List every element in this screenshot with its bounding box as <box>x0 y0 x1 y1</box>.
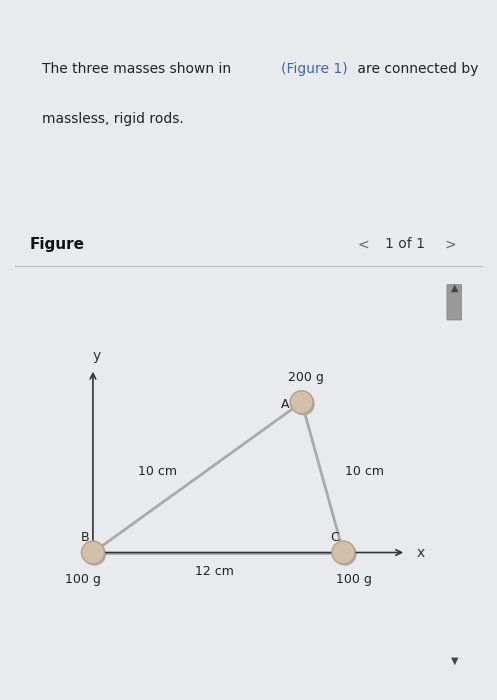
Text: C: C <box>331 531 339 545</box>
Circle shape <box>333 542 356 566</box>
Text: >: > <box>445 237 456 251</box>
Text: (Figure 1): (Figure 1) <box>281 62 347 76</box>
Text: x: x <box>416 545 425 559</box>
Text: 1 of 1: 1 of 1 <box>385 237 425 251</box>
Text: ▲: ▲ <box>450 282 458 293</box>
Text: 100 g: 100 g <box>336 573 372 586</box>
Text: <: < <box>358 237 369 251</box>
Circle shape <box>82 541 104 564</box>
Text: A: A <box>281 398 289 411</box>
Circle shape <box>83 542 106 566</box>
Text: 12 cm: 12 cm <box>194 565 234 578</box>
Text: 10 cm: 10 cm <box>345 465 384 477</box>
Text: y: y <box>93 349 101 363</box>
Text: are connected by: are connected by <box>353 62 479 76</box>
Circle shape <box>290 391 313 414</box>
Text: Figure: Figure <box>30 237 85 252</box>
Text: The three masses shown in: The three masses shown in <box>42 62 235 76</box>
Text: B: B <box>81 531 89 545</box>
Circle shape <box>332 541 355 564</box>
Text: 100 g: 100 g <box>65 573 100 586</box>
Text: massless, rigid rods.: massless, rigid rods. <box>42 112 183 126</box>
FancyBboxPatch shape <box>447 284 462 320</box>
Circle shape <box>292 393 315 415</box>
Text: 200 g: 200 g <box>288 371 324 384</box>
Text: ▼: ▼ <box>450 656 458 666</box>
Text: 10 cm: 10 cm <box>138 465 177 477</box>
